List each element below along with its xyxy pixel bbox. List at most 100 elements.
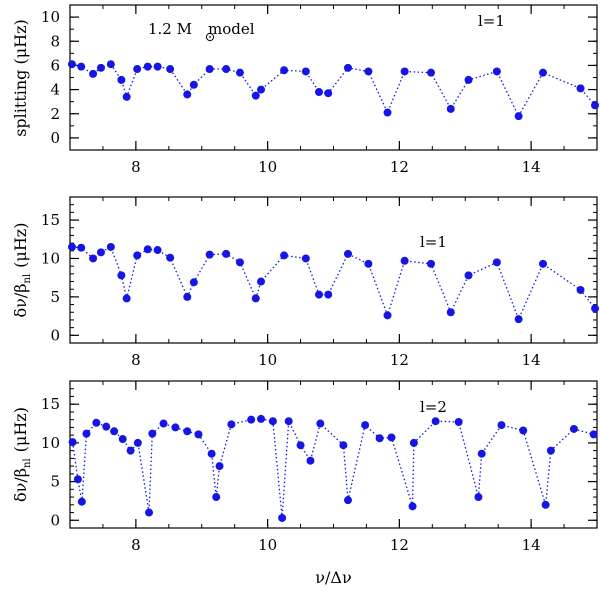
- x-tick-label: 12: [390, 351, 409, 369]
- data-point: [122, 294, 131, 303]
- model-annotation: 1.2 M model: [148, 20, 255, 38]
- data-point: [343, 249, 352, 258]
- data-point: [118, 435, 127, 444]
- data-point: [477, 449, 486, 458]
- data-point: [68, 438, 77, 447]
- data-point: [102, 422, 111, 431]
- data-point: [546, 446, 555, 455]
- data-point: [316, 419, 325, 428]
- data-point: [117, 271, 126, 280]
- data-point: [67, 60, 76, 69]
- data-point: [205, 250, 214, 259]
- data-point: [205, 65, 214, 74]
- y-tick-label: 10: [41, 8, 60, 26]
- data-point: [278, 513, 287, 522]
- mode-label: l=1: [478, 12, 505, 30]
- data-point: [280, 251, 289, 260]
- data-point: [339, 441, 348, 450]
- data-point: [426, 259, 435, 268]
- data-point: [183, 427, 192, 436]
- x-axis-label: ν/Δν: [315, 568, 351, 587]
- data-point: [464, 271, 473, 280]
- y-tick-label: 6: [50, 56, 60, 74]
- data-point: [73, 475, 82, 484]
- data-point: [77, 497, 86, 506]
- y-tick-label: 5: [50, 288, 60, 306]
- y-tick-label: 0: [50, 326, 60, 344]
- data-point: [110, 427, 119, 436]
- data-point: [257, 277, 266, 286]
- data-point: [212, 493, 221, 502]
- data-point: [514, 112, 523, 121]
- data-point: [576, 285, 585, 294]
- data-point: [257, 85, 266, 94]
- data-point: [343, 63, 352, 72]
- data-point: [431, 417, 440, 426]
- y-label-unit: (μHz): [11, 223, 30, 268]
- data-point: [591, 101, 600, 110]
- data-point: [222, 249, 231, 258]
- data-point: [194, 430, 203, 439]
- data-point: [315, 88, 324, 96]
- panel-l2-delta: 8 10 12 14 0 5 10 15 l=2 δν/βnl (μHz) ν/Δν: [11, 380, 598, 587]
- data-point: [306, 456, 315, 465]
- data-point: [251, 91, 260, 100]
- y-tick-label: 0: [50, 129, 60, 147]
- y-label-subscript: nl: [22, 458, 33, 468]
- data-point: [541, 500, 550, 509]
- data-point: [446, 308, 455, 317]
- data-point: [464, 75, 473, 84]
- data-point: [122, 92, 131, 101]
- y-tick-label: 15: [41, 395, 60, 413]
- x-tick-label: 14: [522, 536, 541, 554]
- data-point: [492, 67, 501, 76]
- data-point: [166, 253, 175, 262]
- data-point: [106, 60, 115, 69]
- data-point: [589, 430, 598, 439]
- data-point: [257, 414, 266, 423]
- y-tick-label: 8: [50, 32, 60, 50]
- y-label-main: δν/β: [11, 283, 30, 317]
- data-point: [133, 65, 142, 74]
- data-point: [519, 426, 528, 435]
- data-point: [189, 80, 198, 89]
- x-tick-label: 14: [522, 158, 541, 176]
- data-point: [143, 62, 152, 71]
- model-suffix: model: [208, 20, 255, 38]
- data-point: [497, 421, 506, 430]
- data-point: [171, 423, 180, 432]
- x-tick-label: 8: [131, 158, 141, 176]
- data-point: [361, 421, 370, 430]
- x-tick-label: 10: [258, 536, 277, 554]
- x-tick-label: 10: [258, 158, 277, 176]
- data-point: [301, 67, 310, 76]
- data-point: [280, 66, 289, 75]
- data-point: [324, 290, 333, 299]
- sun-symbol-icon: [205, 32, 215, 42]
- data-point: [538, 259, 547, 268]
- data-point: [148, 429, 157, 438]
- data-point: [324, 89, 333, 98]
- y-label-unit: (μHz): [11, 407, 30, 452]
- y-tick-label: 2: [50, 105, 60, 123]
- data-point: [409, 438, 418, 447]
- y-tick-label: 5: [50, 473, 60, 491]
- model-mass: 1.2 M: [148, 20, 192, 38]
- data-point: [343, 496, 352, 505]
- data-point: [284, 417, 293, 426]
- data-point: [375, 434, 384, 443]
- data-point: [383, 108, 392, 117]
- data-point: [569, 424, 578, 433]
- y-label-main: δν/β: [11, 468, 30, 502]
- data-point: [145, 508, 154, 517]
- panel-splitting: 8 10 12 14 0 2 4 6 8 10 l=1 splitting (μHz) 1.2 M mod…: [11, 4, 600, 176]
- y-tick-label: 15: [41, 211, 60, 229]
- x-tick-label: 12: [390, 536, 409, 554]
- data-point: [408, 502, 417, 511]
- data-point: [89, 254, 98, 263]
- mode-label: l=2: [420, 398, 447, 416]
- data-point: [268, 417, 277, 426]
- data-point: [189, 278, 198, 287]
- data-point: [92, 418, 101, 427]
- data-point: [538, 68, 547, 77]
